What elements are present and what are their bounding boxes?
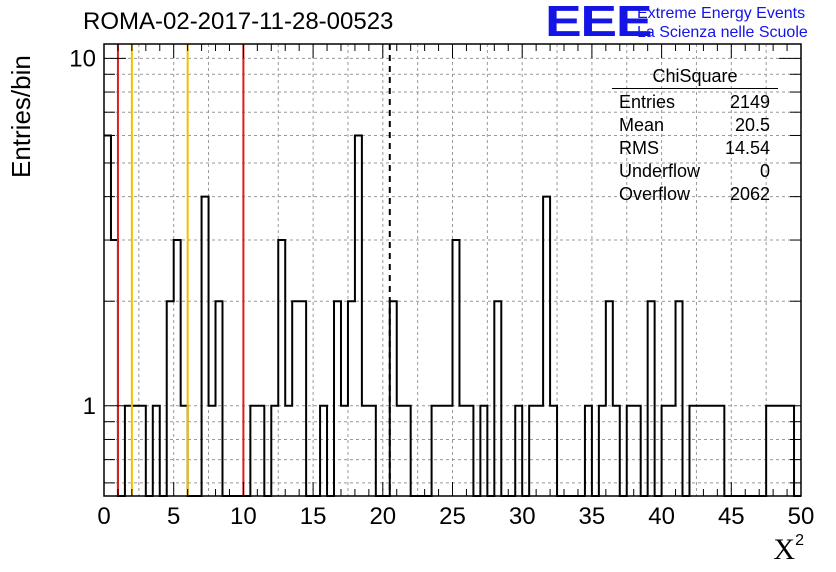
histogram-bin: [355, 135, 362, 496]
stats-row-label: Mean: [619, 115, 665, 135]
stats-row: Mean 20.5: [612, 114, 778, 137]
stats-rows: Entries 2149 Mean 20.5 RMS 14.54 Underflow 0 Ove…: [612, 91, 778, 206]
x-tick-label: 0: [97, 503, 110, 530]
stats-row: RMS 14.54: [612, 137, 778, 160]
histogram-bin: [278, 240, 285, 496]
stats-row: Underflow 0: [612, 160, 778, 183]
y-tick-label: 10: [69, 45, 96, 72]
histogram-bin: [299, 301, 306, 496]
stats-row: Overflow 2062: [612, 183, 778, 206]
stats-row-label: Entries: [619, 92, 676, 112]
brand-line-1: Extreme Energy Events: [637, 5, 806, 22]
x-tick-label: 15: [300, 503, 327, 530]
histogram-bin: [174, 240, 181, 496]
stats-row-label: Underflow: [619, 161, 701, 181]
stats-row-value: 14.54: [724, 138, 770, 158]
histogram-bin: [111, 240, 118, 496]
x-tick-label: 40: [648, 503, 675, 530]
stats-box: ChiSquare Entries 2149 Mean 20.5 RMS 14.54 Und…: [612, 66, 778, 206]
stats-row-value: 2062: [729, 184, 770, 204]
chart-title: ROMA-02-2017-11-28-00523: [83, 8, 394, 35]
histogram-bin: [543, 197, 550, 496]
x-tick-label: 30: [509, 503, 536, 530]
stats-row-label: RMS: [619, 138, 659, 158]
eee-logo: EEE: [545, 0, 653, 46]
histogram-bin: [216, 301, 223, 496]
x-tick-label: 5: [167, 503, 180, 530]
histogram-bin: [292, 301, 299, 496]
histogram-bin: [202, 197, 209, 496]
histogram-bin: [494, 301, 501, 496]
stats-row: Entries 2149: [612, 91, 778, 114]
y-tick-label: 1: [83, 393, 96, 420]
x-tick-label: 45: [718, 503, 745, 530]
reference-lines: [116, 44, 391, 496]
histogram-bin: [648, 301, 655, 496]
x-tick-label: 20: [369, 503, 396, 530]
x-tick-label: 25: [439, 503, 466, 530]
histogram-bin: [676, 301, 683, 496]
stats-row-label: Overflow: [619, 184, 691, 204]
x-tick-label: 10: [230, 503, 257, 530]
x-tick-label: 35: [579, 503, 606, 530]
x-axis-label: X2: [773, 532, 804, 567]
x-axis-label-superscript: 2: [795, 532, 804, 549]
axis-ticks: 0 5 10 15 20 25 30 35 40 45 50 1 10: [69, 44, 814, 530]
stats-box-title: ChiSquare: [612, 66, 778, 89]
brand-line-2: La Scienza nelle Scuole: [637, 24, 808, 41]
brand-text: Extreme Energy Events La Scienza nelle S…: [637, 4, 808, 42]
histogram-bin: [453, 240, 460, 496]
stats-row-value: 20.5: [734, 115, 770, 135]
x-tick-label: 50: [788, 503, 815, 530]
stats-row-value: 2149: [729, 92, 770, 112]
histogram-bin: [348, 301, 355, 496]
x-axis-label-base: X: [773, 533, 796, 566]
histogram-bin: [334, 301, 341, 496]
histogram-bin: [104, 135, 111, 496]
histogram-bin: [167, 301, 174, 496]
stats-row-value: 0: [759, 161, 770, 181]
y-axis-label: Entries/bin: [6, 55, 36, 178]
histogram-bin: [606, 301, 613, 496]
histogram-bin: [390, 301, 397, 496]
